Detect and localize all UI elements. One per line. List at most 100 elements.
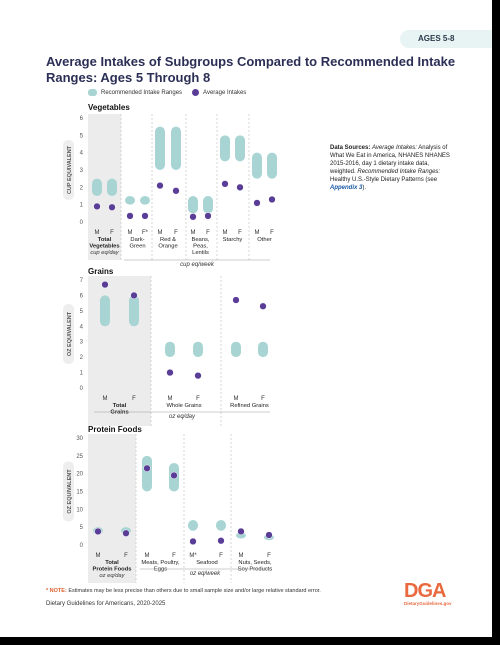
chart-0-group-label-0-line-0: Total xyxy=(98,237,112,243)
page-title: Average Intakes of Subgroups Compared to… xyxy=(46,54,456,85)
chart-0-ytick-4: 4 xyxy=(80,151,84,157)
chart-0-group-label-5-line-0: Other xyxy=(257,237,272,243)
chart-0-range-bar-2-1 xyxy=(171,126,181,170)
chart-0-sex-label-0-0: M xyxy=(95,230,100,236)
chart-1-ytick-5: 5 xyxy=(80,309,84,315)
chart-2-group-label-0-line-1: Protein Foods xyxy=(93,567,132,573)
chart-0-sex-label-2-0: M xyxy=(158,230,163,236)
chart-0-range-bar-3-0 xyxy=(188,196,198,214)
chart-1-ytick-0: 0 xyxy=(80,386,84,392)
sources-rec-text: Healthy U.S.-Style Dietary Patterns (see xyxy=(330,177,438,183)
chart-0-avg-dot-2-0 xyxy=(156,181,164,190)
chart-0-range-bar-5-0 xyxy=(252,152,262,179)
chart-0-sex-label-1-0: M xyxy=(128,230,133,236)
chart-1-sex-label-2-0: M xyxy=(234,396,239,402)
chart-2-ylabel: OZ EQUIVALENT xyxy=(67,469,73,514)
chart-0-ytick-6: 6 xyxy=(80,116,84,122)
chart-1-avg-dot-1-1 xyxy=(194,372,202,380)
chart-2-ytick-0: 0 xyxy=(80,543,84,549)
chart-1-title: Grains xyxy=(88,267,114,276)
chart-2-ylabel-group: OZ EQUIVALENT xyxy=(63,461,74,522)
chart-0-group-label-3-line-2: Lentils xyxy=(192,250,209,256)
chart-0-avg-dot-3-1 xyxy=(204,212,212,220)
chart-1-range-bar-2-0 xyxy=(231,341,241,358)
logo-url: DietaryGuidelines.gov xyxy=(404,601,452,606)
legend-average-label: Average Intakes xyxy=(203,89,247,96)
chart-1-ytick-6: 6 xyxy=(80,293,84,299)
chart-2-range-bar-2-1 xyxy=(216,520,226,531)
chart-0-group-label-3-line-1: Peas, xyxy=(193,244,208,250)
chart-1-sex-label-1-1: F xyxy=(196,396,200,402)
page: AGES 5-8 Average Intakes of Subgroups Co… xyxy=(0,0,492,637)
chart-2-range-bar-1-0 xyxy=(142,455,152,492)
chart-0-ylabel-pill xyxy=(63,140,74,200)
chart-0-sex-label-3-1: F xyxy=(206,230,210,236)
chart-2-unit-label: oz eq/week xyxy=(190,571,221,577)
chart-2-ytick-5: 25 xyxy=(76,454,83,460)
appendix-link[interactable]: Appendix 3 xyxy=(330,185,363,191)
chart-0-range-bar-0-0 xyxy=(92,178,102,196)
chart-2-title: Protein Foods xyxy=(88,425,142,434)
chart-2-ytick-4: 20 xyxy=(76,472,83,478)
chart-2-ytick-1: 5 xyxy=(80,525,84,531)
chart-1-range-bar-0-1 xyxy=(129,295,139,327)
chart-1-group-label-2-line-0: Refined Grains xyxy=(230,403,269,409)
chart-1-avg-dot-0-0 xyxy=(101,280,109,289)
chart-2-group-label-0-line-0: Total xyxy=(105,560,119,566)
chart-1-avg-dot-2-1 xyxy=(259,302,267,310)
chart-2-avg-dot-0-0 xyxy=(94,527,102,536)
chart-0-ytick-3: 3 xyxy=(80,168,84,174)
chart-0-sex-label-1-1: F* xyxy=(142,230,149,236)
legend-average-swatch xyxy=(192,89,200,96)
footnote: * NOTE: Estimates may be less precise th… xyxy=(46,588,321,594)
chart-1-range-bar-2-1 xyxy=(258,341,268,358)
chart-0-avg-dot-0-1 xyxy=(108,203,116,211)
chart-2-avg-dot-2-1 xyxy=(217,537,225,545)
chart-0-ylabel: CUP EQUIVALENT xyxy=(67,145,73,194)
chart-2-ytick-6: 30 xyxy=(76,436,83,442)
sources-avg-label: Average Intakes: xyxy=(372,145,417,151)
chart-0-avg-dot-4-0 xyxy=(221,180,229,188)
sources-close: ). xyxy=(362,185,367,191)
chart-0-ytick-1: 1 xyxy=(80,203,84,209)
chart-0-group-label-3-line-0: Beans, xyxy=(191,237,209,243)
chart-2-avg-dot-3-1 xyxy=(265,531,273,539)
chart-1-sex-label-0-0: M xyxy=(103,396,108,402)
chart-0-group-label-1-line-0: Dark- xyxy=(130,237,144,243)
chart-1-range-bar-1-1 xyxy=(193,341,203,358)
chart-0-ylabel-group: CUP EQUIVALENT xyxy=(63,140,74,200)
chart-2-avg-dot-0-1 xyxy=(122,529,130,537)
legend-range-label: Recommended Intake Ranges xyxy=(101,89,183,96)
chart-0-range-bar-4-1 xyxy=(235,135,245,162)
age-tab: AGES 5-8 xyxy=(400,30,492,48)
chart-2-avg-dot-2-0 xyxy=(189,537,197,546)
chart-2-group-label-1-line-1: Eggs xyxy=(154,567,167,573)
chart-2-sex-label-3-1: F xyxy=(267,553,271,559)
chart-0-sex-label-0-1: F xyxy=(110,230,114,236)
chart-1-shaded-total xyxy=(88,276,151,426)
chart-1-sex-label-2-1: F xyxy=(261,396,265,402)
chart-1-ytick-1: 1 xyxy=(80,371,84,377)
sources-rec-label: Recommended Intake Ranges: xyxy=(357,169,441,175)
sources-lead: Data Sources: xyxy=(330,145,371,151)
data-sources: Data Sources: Average Intakes: Analysis … xyxy=(330,144,455,192)
chart-0-range-bar-5-1 xyxy=(267,152,277,179)
chart-0-avg-dot-2-1 xyxy=(172,187,180,195)
chart-2-group-label-2-line-0: Seafood xyxy=(196,560,218,566)
chart-2-sex-label-3-0: M xyxy=(239,553,244,559)
footer-text: Dietary Guidelines for Americans, 2020-2… xyxy=(46,601,166,607)
chart-2-ytick-2: 10 xyxy=(76,507,83,513)
chart-1-unit-label: oz eq/day xyxy=(169,414,196,420)
chart-1-group-label-1-line-0: Whole Grains xyxy=(166,403,201,409)
chart-0-sex-label-3-0: M xyxy=(191,230,196,236)
chart-0-avg-dot-0-0 xyxy=(93,202,101,211)
chart-2-sex-label-0-0: M xyxy=(96,553,101,559)
chart-2-range-bar-2-0 xyxy=(188,520,198,531)
chart-0-range-bar-3-1 xyxy=(203,196,213,214)
chart-1-range-bar-0-0 xyxy=(100,295,110,327)
footnote-star: * NOTE: xyxy=(46,588,67,594)
chart-2-sex-label-1-1: F xyxy=(172,553,176,559)
chart-1-ytick-2: 2 xyxy=(80,355,84,361)
chart-0-group-label-4-line-0: Starchy xyxy=(223,237,243,243)
